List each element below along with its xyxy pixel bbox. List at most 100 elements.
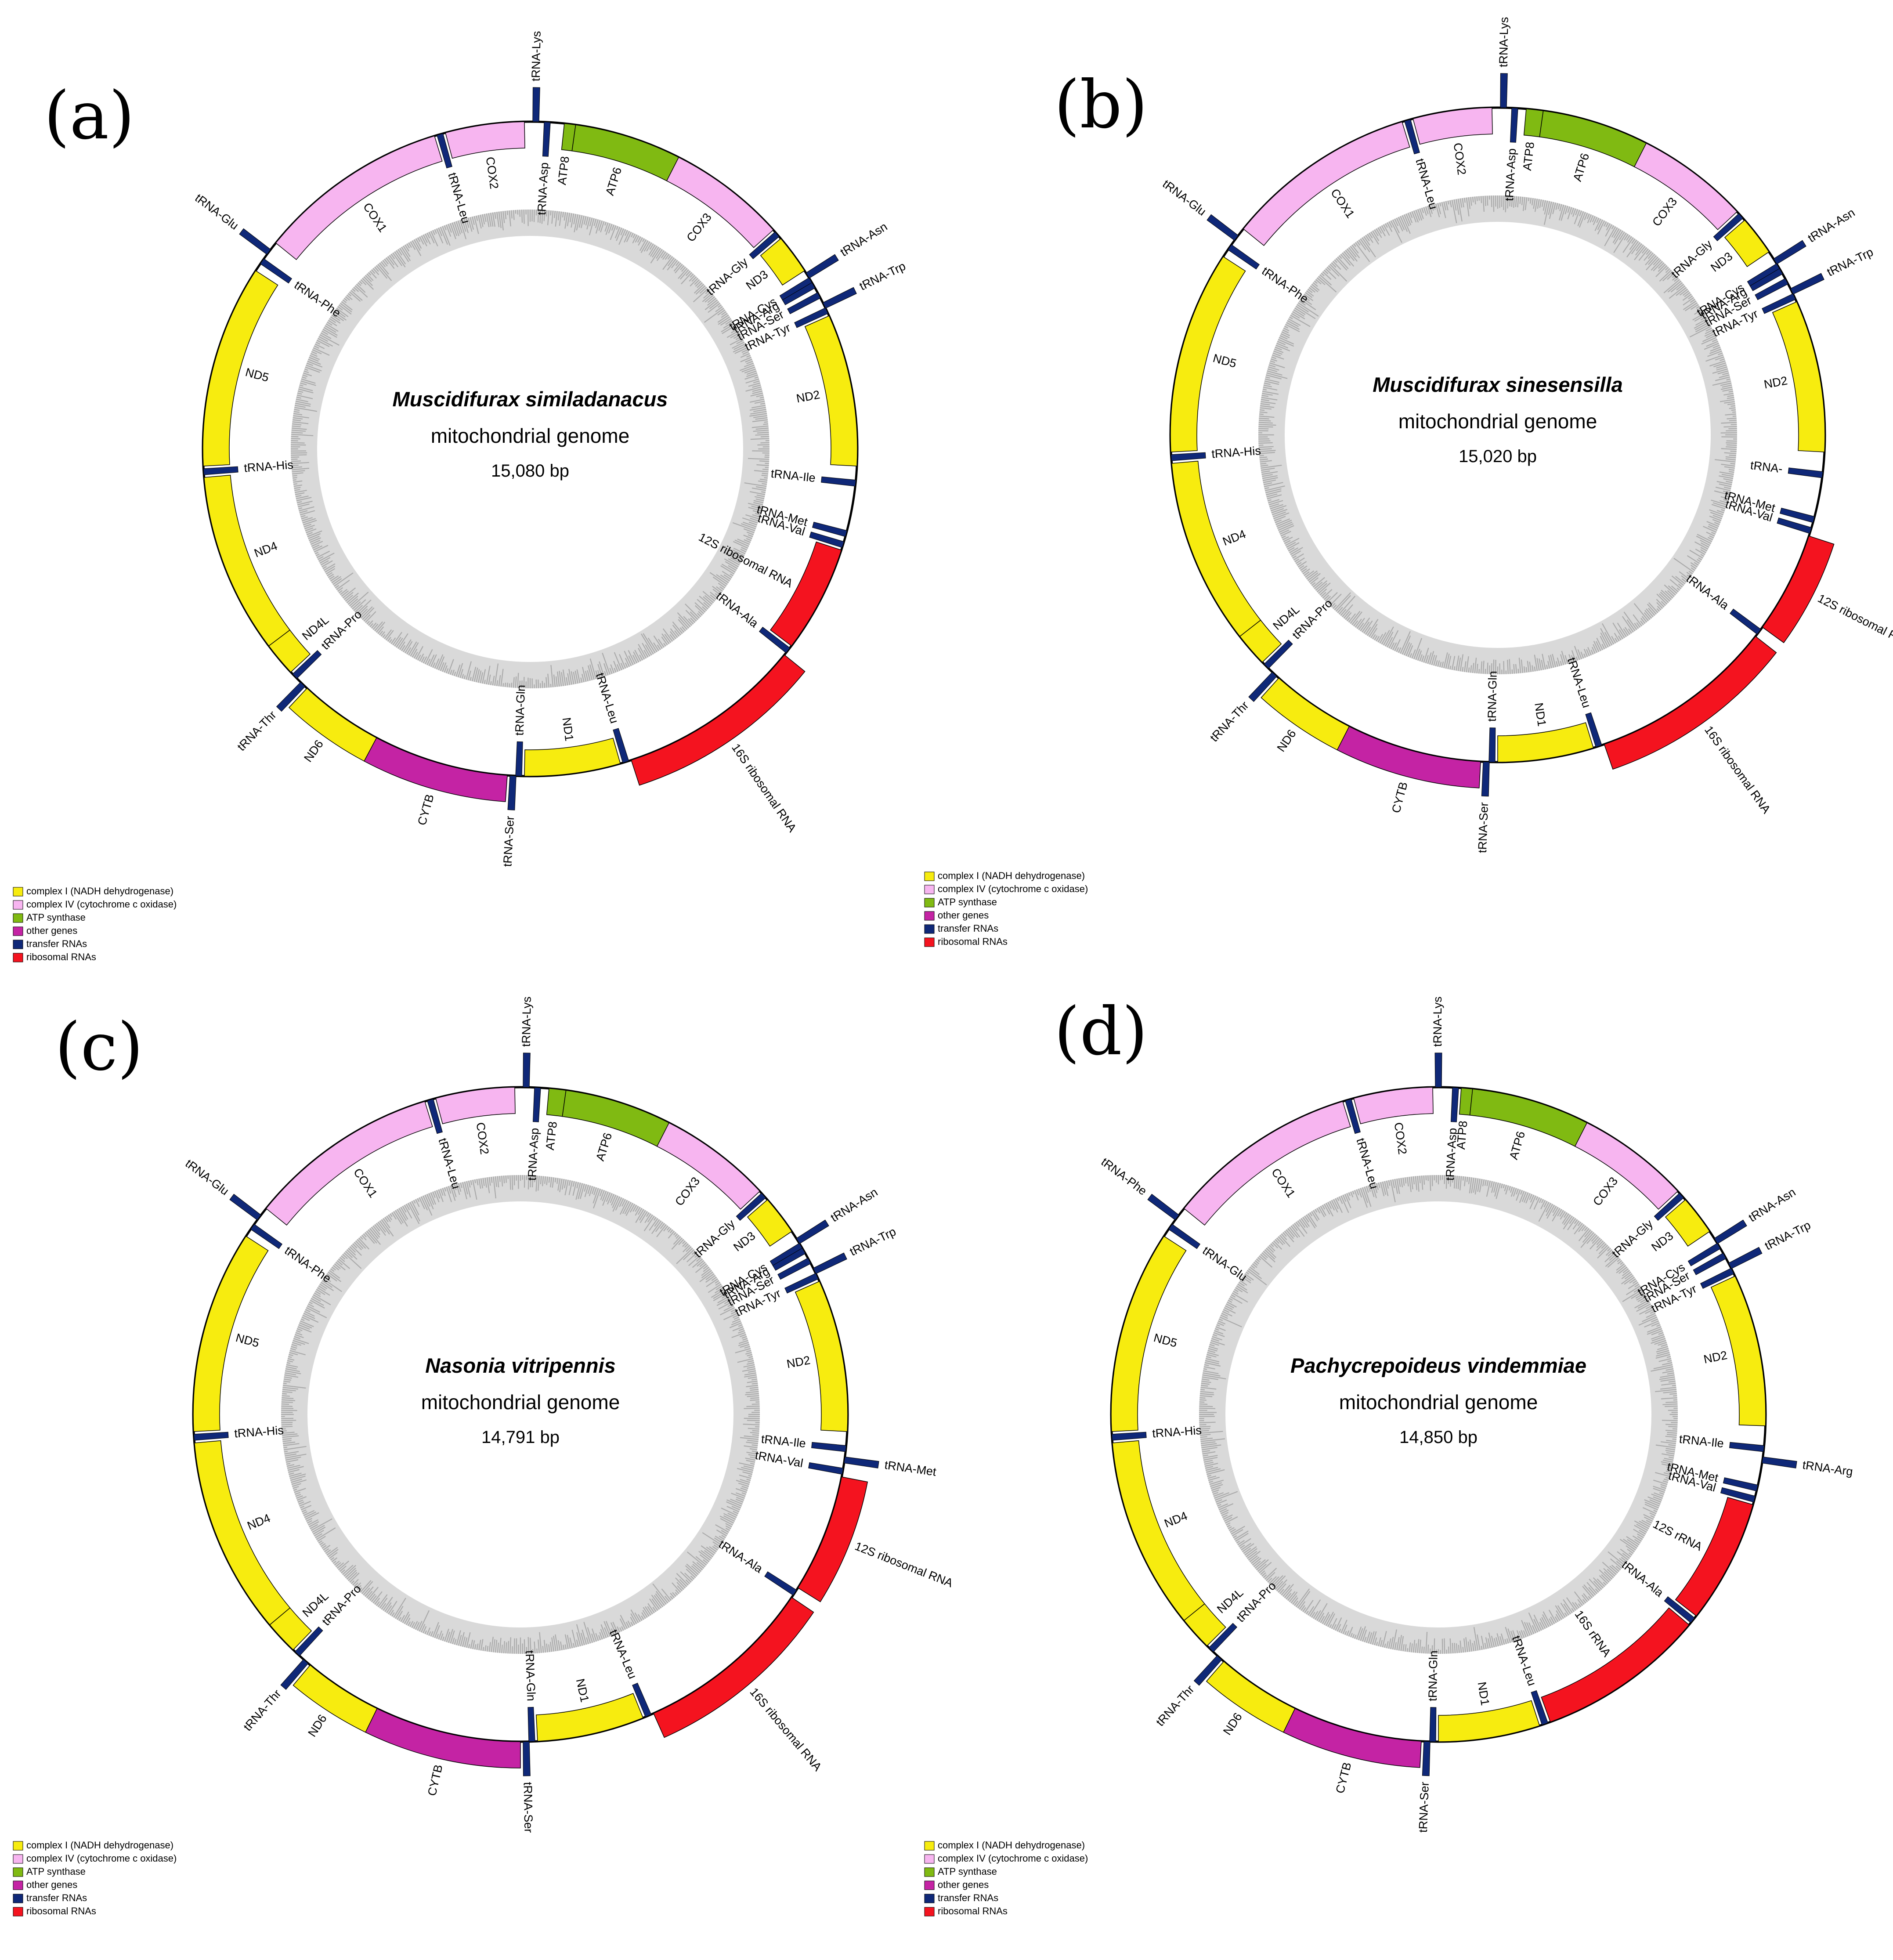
gene-block xyxy=(265,1101,433,1226)
trna-block xyxy=(1345,1099,1361,1134)
gene-trna-lys: tRNA-Lys xyxy=(1497,17,1511,108)
legend-swatch xyxy=(13,940,23,949)
trna-block xyxy=(292,650,322,679)
trna-block xyxy=(515,741,523,777)
legend-swatch xyxy=(13,926,23,936)
panel-letter: (d) xyxy=(1054,994,1148,1070)
trna-block xyxy=(784,1273,819,1294)
gene-block xyxy=(1170,256,1246,452)
trna-block xyxy=(1193,1655,1222,1686)
legend: complex I (NADH dehydrogenase) complex IV… xyxy=(13,886,177,962)
gene-label: tRNA-Asp xyxy=(1503,148,1518,201)
legend-item-rrna: ribosomal RNAs xyxy=(13,951,96,962)
gene-block xyxy=(747,1199,792,1247)
trna-block xyxy=(203,466,238,475)
gene-atp8: ATP8 xyxy=(1454,1088,1473,1150)
trna-block xyxy=(808,1462,844,1475)
gene-label: tRNA-Lys xyxy=(1431,996,1444,1047)
trna-block xyxy=(1450,1087,1459,1122)
trna-block xyxy=(1788,467,1823,478)
legend-swatch xyxy=(13,953,23,962)
gene-trna-lys: tRNA-Lys xyxy=(1431,996,1444,1088)
gene-trna-gln: tRNA-Gln xyxy=(1426,1650,1440,1742)
species-name: Muscidifurax similadanacus xyxy=(393,387,668,411)
genome-subtitle: mitochondrial genome xyxy=(1339,1391,1538,1414)
trna-block xyxy=(1510,108,1518,143)
gene-block xyxy=(1171,460,1261,637)
trna-block xyxy=(764,1571,797,1596)
trna-block xyxy=(1434,1052,1442,1088)
legend-swatch xyxy=(924,898,935,908)
trna-block xyxy=(1170,452,1206,461)
legend-label: ATP synthase xyxy=(26,1866,86,1877)
legend-item-other: other genes xyxy=(13,1879,77,1890)
trna-block xyxy=(782,282,816,305)
legend-label: other genes xyxy=(938,910,989,921)
trna-block xyxy=(1422,1741,1431,1776)
trna-block xyxy=(1147,1193,1180,1221)
gene-label: ATP8 xyxy=(1521,141,1537,171)
gene-block xyxy=(795,1280,848,1432)
gene-block xyxy=(1574,1122,1678,1210)
legend-swatch xyxy=(924,1867,935,1877)
gene-label: tRNA-Gln xyxy=(1426,1650,1440,1701)
trna-block xyxy=(1168,1224,1201,1249)
trna-block xyxy=(794,307,828,328)
gene-block xyxy=(1183,1101,1351,1226)
gene-block xyxy=(1633,143,1738,230)
legend-swatch xyxy=(13,1854,23,1864)
legend-swatch xyxy=(13,1894,23,1903)
legend-swatch xyxy=(13,1907,23,1917)
trna-block xyxy=(1227,244,1260,270)
legend-item-complexI: complex I (NADH dehydrogenase) xyxy=(13,1840,173,1851)
gc-content-ticks xyxy=(1258,195,1738,675)
gc-content-ticks xyxy=(1199,1175,1678,1654)
genome-size: 14,850 bp xyxy=(1399,1428,1478,1447)
gene-block xyxy=(1112,1440,1205,1621)
gc-content-ring xyxy=(281,1175,760,1654)
gene-label: ATP8 xyxy=(543,1121,560,1151)
gene-block xyxy=(275,135,443,260)
trna-block xyxy=(1208,1623,1237,1653)
gene-block xyxy=(1497,722,1594,763)
species-name: Muscidifurax sinesensilla xyxy=(1373,373,1622,396)
gc-content-ticks xyxy=(290,209,770,689)
gene-trna-asp: tRNA-Asp xyxy=(1503,108,1518,201)
trna-block xyxy=(1713,213,1744,242)
trna-block xyxy=(1779,507,1815,523)
legend-swatch xyxy=(13,887,23,897)
gc-content-ticks xyxy=(281,1175,760,1654)
legend-item-rrna: ribosomal RNAs xyxy=(924,936,1008,947)
species-name: Nasonia vitripennis xyxy=(425,1354,616,1377)
legend-label: transfer RNAs xyxy=(26,938,87,949)
legend-label: complex IV (cytochrome c oxidase) xyxy=(26,899,177,910)
panel-letter: (a) xyxy=(44,78,134,154)
legend-swatch xyxy=(924,924,935,934)
trna-block xyxy=(787,292,821,315)
gene-label: tRNA-Gln xyxy=(513,685,527,736)
trna-block xyxy=(1700,1268,1734,1289)
legend-swatch xyxy=(13,1880,23,1890)
trna-block xyxy=(736,1193,766,1221)
legend-label: ribosomal RNAs xyxy=(938,936,1008,947)
gene-trna-lys: tRNA-Lys xyxy=(529,31,543,122)
trna-block xyxy=(1664,1596,1695,1624)
gene-block xyxy=(193,1236,269,1432)
gene-block xyxy=(524,738,621,777)
gene-nd1: ND1 xyxy=(1438,1681,1540,1742)
legend-label: complex IV (cytochrome c oxidase) xyxy=(938,1853,1088,1864)
gene-label: ND1 xyxy=(560,717,576,742)
gene-label: tRNA-Gln xyxy=(1485,671,1499,722)
legend-item-atp: ATP synthase xyxy=(13,1866,86,1877)
legend-label: complex I (NADH dehydrogenase) xyxy=(26,886,173,897)
trna-block xyxy=(229,1193,262,1221)
gene-label: tRNA-Asp xyxy=(1443,1128,1459,1181)
legend-item-atp: ATP synthase xyxy=(924,897,997,908)
trna-block xyxy=(1111,1432,1147,1441)
legend-label: complex I (NADH dehydrogenase) xyxy=(938,1840,1085,1851)
legend-item-complexIV: complex IV (cytochrome c oxidase) xyxy=(13,899,177,910)
gene-block xyxy=(445,121,525,159)
trna-block xyxy=(532,1087,541,1122)
